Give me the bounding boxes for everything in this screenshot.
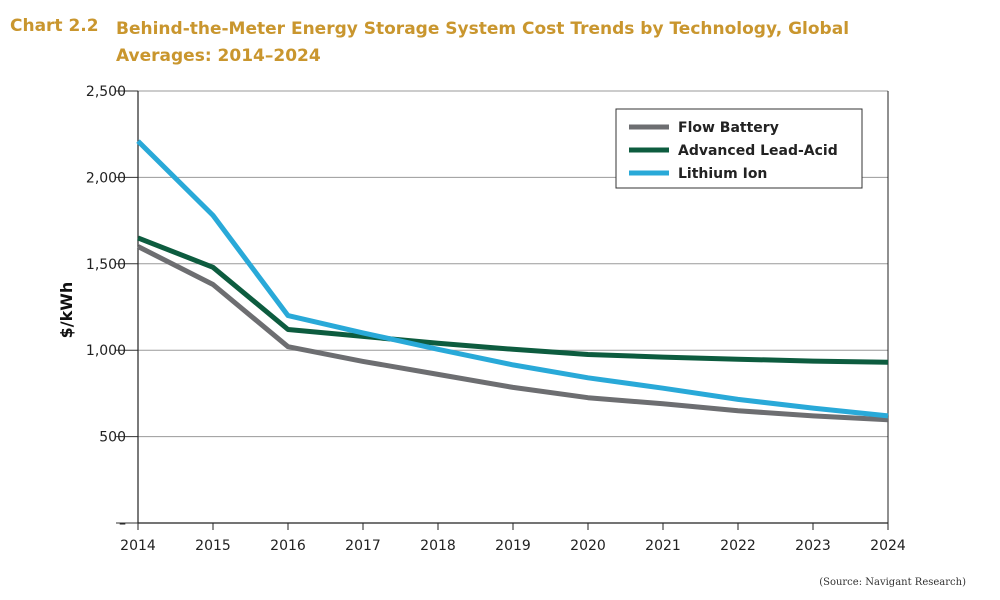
- y-tick-label: 2,500: [86, 84, 126, 100]
- x-tick-label: 2016: [270, 538, 306, 554]
- chart-number-label: Chart 2.2: [10, 16, 99, 36]
- legend-label-flow-battery: Flow Battery: [678, 120, 779, 136]
- x-tick-label: 2021: [645, 538, 681, 554]
- axes: – 500 1,000 1,500 2,000 2,500 2014 2015 2016 2017…: [86, 84, 906, 554]
- x-tick-label: 2017: [345, 538, 381, 554]
- x-tick-label: 2014: [120, 538, 156, 554]
- legend: Flow Battery Advanced Lead-Acid Lithium Io…: [615, 108, 863, 189]
- series-lines: [136, 139, 889, 423]
- y-tick-label: 1,000: [86, 343, 126, 359]
- x-tick-label: 2024: [870, 538, 906, 554]
- series-line-flow-battery: [136, 244, 889, 423]
- y-tick-label: –: [119, 516, 126, 532]
- x-tick-label: 2015: [195, 538, 231, 554]
- chart-title: Behind-the-Meter Energy Storage System C…: [116, 19, 850, 66]
- y-tick-label: 500: [99, 430, 126, 446]
- x-tick-label: 2018: [420, 538, 456, 554]
- series-line-advanced-lead-acid: [137, 235, 889, 365]
- y-axis-label: $/kWh: [57, 282, 76, 339]
- y-tick-label: 2,000: [86, 170, 126, 186]
- series-line-lithium-ion: [136, 139, 889, 419]
- x-tick-label: 2022: [720, 538, 756, 554]
- x-tick-label: 2020: [570, 538, 606, 554]
- x-tick-label: 2023: [795, 538, 831, 554]
- legend-label-lithium-ion: Lithium Ion: [678, 166, 767, 182]
- legend-label-advanced-lead-acid: Advanced Lead-Acid: [678, 143, 838, 159]
- y-tick-label: 1,500: [86, 257, 126, 273]
- source-note: (Source: Navigant Research): [819, 577, 966, 588]
- x-tick-label: 2019: [495, 538, 531, 554]
